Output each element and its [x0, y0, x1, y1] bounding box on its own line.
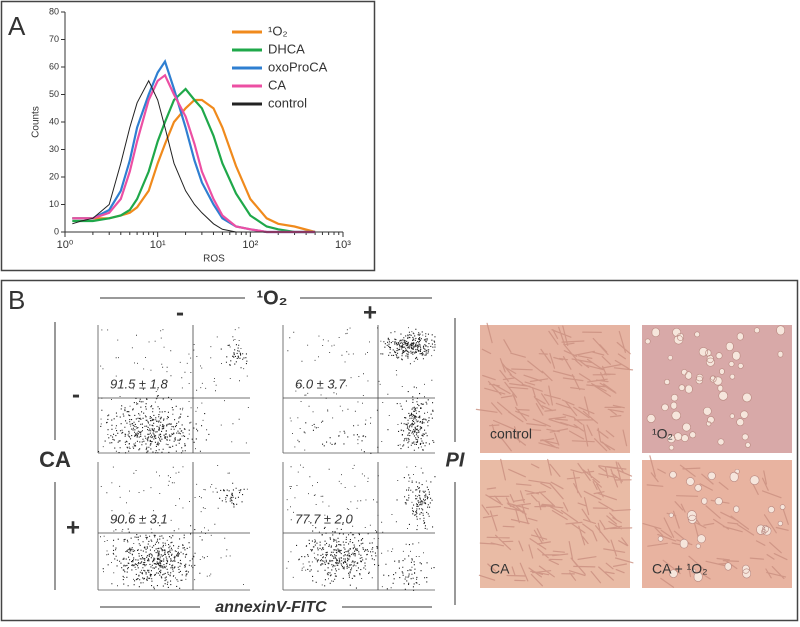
x-tick-label: 10⁰: [57, 239, 74, 251]
row-header: CA: [39, 447, 71, 472]
y-tick-label: 10: [49, 199, 59, 209]
row-label: +: [66, 514, 80, 541]
y-tick-label: 40: [49, 116, 59, 126]
legend-label: CA: [268, 77, 286, 92]
micrograph-label: CA: [490, 561, 510, 577]
viable-percent: 91.5 ± 1.8: [110, 376, 169, 391]
column-label: -: [176, 299, 184, 326]
legend-label: control: [268, 95, 307, 110]
micrograph: [642, 325, 792, 453]
cell-texture: [475, 322, 634, 452]
micrographs: control ¹O₂ CA CA + ¹O₂: [475, 322, 792, 588]
micrograph-label: control: [490, 426, 532, 442]
series-line: [72, 87, 316, 234]
y-tick-label: 50: [49, 89, 59, 99]
cell-texture: [478, 458, 634, 587]
row-label: -: [72, 381, 80, 408]
column-label: +: [363, 299, 377, 326]
y-tick-label: 30: [49, 144, 59, 154]
y-tick-label: 0: [54, 226, 59, 236]
legend-label: oxoProCA: [268, 59, 328, 74]
flow-plots: 91.5 ± 1.8 6.0 ± 3.7 90.6 ± 3.1 77.7 ± 2.0: [97, 325, 436, 591]
y-axis-label: Counts: [31, 106, 42, 138]
series-line: [72, 73, 316, 234]
round-cells: [644, 325, 785, 451]
viable-percent: 6.0 ± 3.7: [295, 376, 346, 391]
y-axis-label: PI: [446, 449, 465, 471]
panel-label: B: [8, 285, 25, 315]
series-line: [72, 79, 316, 233]
x-axis-label: ROS: [203, 254, 225, 265]
x-tick-label: 10²: [242, 239, 258, 251]
event-dots: [287, 327, 436, 454]
y-tick-label: 70: [49, 34, 59, 44]
event-dots: [98, 327, 249, 454]
y-tick-label: 60: [49, 61, 59, 71]
micrograph-label: ¹O₂: [652, 426, 673, 442]
legend-label: DHCA: [268, 41, 305, 56]
micrograph-label: CA + ¹O₂: [652, 561, 708, 577]
x-tick-label: 10³: [335, 239, 351, 251]
event-dots: [100, 465, 248, 590]
y-tick-label: 80: [49, 6, 59, 16]
column-header: ¹O₂: [256, 287, 287, 309]
panel-b-frame: [0, 279, 799, 622]
y-tick-label: 20: [49, 171, 59, 181]
legend-label: ¹O₂: [268, 23, 288, 38]
panel-label: A: [8, 11, 26, 41]
viable-percent: 77.7 ± 2.0: [295, 511, 354, 526]
round-cells: [657, 468, 786, 582]
viable-percent: 90.6 ± 3.1: [110, 511, 168, 526]
x-axis-label: annexinV-FITC: [215, 599, 327, 616]
x-tick-label: 10¹: [150, 239, 166, 251]
micrograph: [480, 460, 630, 588]
event-dots: [286, 464, 436, 591]
panel-a-frame: [0, 0, 376, 272]
histogram-chart: 0 10 20 30 40 50 60 70 80 10⁰ 10¹ 10² 10³ ROS Counts ¹O…: [31, 6, 352, 264]
